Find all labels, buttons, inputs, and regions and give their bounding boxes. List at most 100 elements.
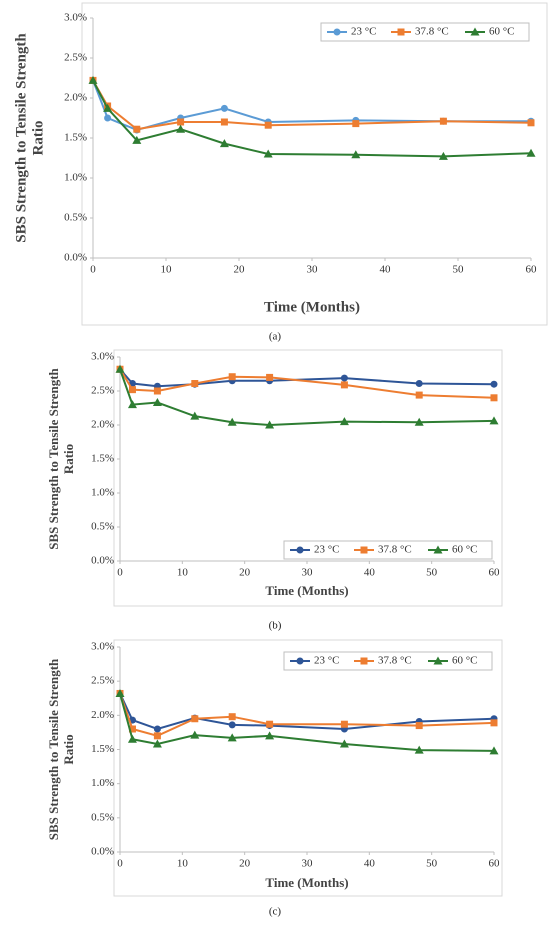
y-tick-label: 1.5%	[91, 453, 114, 465]
x-tick-label: 10	[161, 264, 173, 276]
caption: (a)	[269, 331, 282, 343]
marker	[490, 719, 498, 727]
x-tick-label: 20	[239, 858, 251, 870]
x-tick-label: 60	[526, 264, 538, 276]
x-tick-label: 20	[234, 264, 246, 276]
marker	[153, 732, 161, 740]
chart-frame	[113, 639, 503, 897]
marker	[264, 121, 272, 129]
marker	[152, 398, 162, 407]
series-line	[119, 693, 495, 752]
marker	[439, 117, 447, 125]
legend-marker	[433, 545, 443, 554]
y-tick-label: 2.5%	[64, 52, 87, 64]
y-tick-label: 0.0%	[91, 555, 114, 567]
legend-marker	[397, 28, 405, 36]
marker	[489, 746, 499, 755]
legend-label: 60 °C	[489, 26, 515, 38]
x-tick-label: 0	[90, 264, 96, 276]
x-tick-label: 60	[489, 858, 501, 870]
marker	[128, 725, 136, 733]
marker	[228, 713, 236, 721]
x-tick-label: 10	[177, 858, 189, 870]
x-axis-label: Time (Months)	[265, 583, 348, 598]
chart-frame	[81, 2, 548, 326]
legend-marker	[333, 28, 341, 36]
marker	[228, 373, 236, 381]
x-tick-label: 40	[364, 567, 376, 579]
y-tick-label: 0.0%	[91, 846, 114, 858]
marker	[128, 386, 136, 394]
marker	[352, 120, 360, 128]
y-axis-label: Ratio	[61, 444, 76, 474]
y-tick-label: 2.0%	[91, 419, 114, 431]
legend-label: 60 °C	[452, 655, 478, 667]
y-axis-label: Ratio	[61, 734, 76, 764]
legend-marker	[360, 657, 368, 665]
marker	[340, 374, 348, 382]
marker	[103, 103, 113, 112]
caption: (b)	[269, 620, 282, 632]
marker	[177, 118, 185, 126]
marker	[190, 730, 200, 739]
marker	[527, 119, 535, 127]
marker	[153, 387, 161, 395]
y-tick-label: 1.0%	[91, 487, 114, 499]
marker	[220, 118, 228, 126]
y-tick-label: 3.0%	[91, 351, 114, 363]
legend-label: 37.8 °C	[415, 26, 449, 38]
x-tick-label: 50	[426, 567, 438, 579]
marker	[227, 733, 237, 742]
marker	[133, 125, 141, 133]
x-tick-label: 0	[117, 858, 123, 870]
x-tick-label: 10	[177, 567, 189, 579]
marker	[220, 104, 228, 112]
legend-marker	[296, 546, 304, 554]
marker	[489, 416, 499, 425]
legend-box	[320, 22, 530, 42]
y-tick-label: 0.5%	[91, 521, 114, 533]
marker	[266, 720, 274, 728]
x-tick-label: 30	[302, 567, 314, 579]
x-tick-label: 20	[239, 567, 251, 579]
chart: 0.0% 0.5% 1.0% 1.5% 2.0% 2.5% 3.0% 0 10 20 30 40 50 6…	[13, 2, 548, 343]
marker	[190, 411, 200, 420]
legend-label: 23 °C	[314, 544, 340, 556]
y-tick-label: 0.5%	[64, 212, 87, 224]
legend-marker	[296, 657, 304, 665]
marker	[88, 75, 98, 84]
marker	[152, 739, 162, 748]
marker	[228, 721, 236, 729]
y-axis-label: Ratio	[30, 121, 46, 156]
marker	[153, 725, 161, 733]
y-tick-label: 0.0%	[64, 252, 87, 264]
chart-frame	[113, 349, 503, 607]
series-line	[119, 368, 495, 388]
legend-marker	[360, 546, 368, 554]
marker	[526, 148, 536, 157]
marker	[191, 715, 199, 723]
legend-box	[283, 540, 493, 560]
marker	[414, 745, 424, 754]
marker	[339, 739, 349, 748]
marker	[415, 380, 423, 388]
legend-box	[283, 651, 493, 671]
y-axis-label: SBS Strength to Tensile Strength	[46, 658, 61, 840]
marker	[414, 417, 424, 426]
legend-label: 60 °C	[452, 544, 478, 556]
y-tick-label: 3.0%	[91, 641, 114, 653]
x-axis-label: Time (Months)	[265, 875, 348, 890]
series-line	[119, 368, 495, 427]
x-tick-label: 30	[302, 858, 314, 870]
y-axis-label: SBS Strength to Tensile Strength	[13, 33, 29, 243]
y-tick-label: 2.0%	[91, 709, 114, 721]
marker	[351, 150, 361, 159]
marker	[127, 734, 137, 743]
marker	[227, 417, 237, 426]
y-tick-label: 1.5%	[91, 743, 114, 755]
legend-label: 23 °C	[314, 655, 340, 667]
chart: 0.0% 0.5% 1.0% 1.5% 2.0% 2.5% 3.0% 0 10 20 30 40 50 6…	[46, 639, 503, 918]
x-tick-label: 50	[426, 858, 438, 870]
marker	[490, 394, 498, 402]
